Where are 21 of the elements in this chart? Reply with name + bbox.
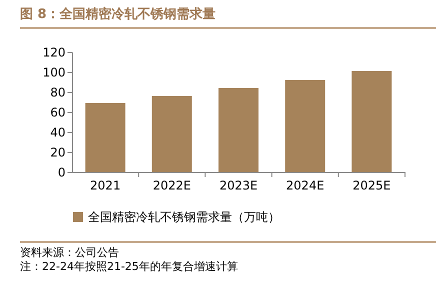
y-tick-label: 0 bbox=[58, 166, 66, 180]
y-tick-label: 120 bbox=[42, 46, 66, 60]
x-tick-label: 2025E bbox=[352, 178, 391, 192]
y-tick-label: 60 bbox=[50, 106, 66, 120]
text: 资料来源：公司公告 bbox=[20, 246, 119, 259]
y-tick-label: 40 bbox=[50, 126, 66, 140]
chart-title: 图 8：全国精密冷轧不锈钢需求量 bbox=[20, 6, 216, 22]
bar bbox=[85, 103, 126, 172]
x-tick-label: 2021 bbox=[90, 178, 121, 192]
bar bbox=[352, 71, 392, 172]
y-tick-label: 20 bbox=[50, 146, 66, 160]
x-tick-label: 2024E bbox=[286, 178, 324, 192]
text: 注：22-24年按照21-25年的年复合增速计算 bbox=[20, 260, 238, 273]
y-tick-label: 100 bbox=[42, 66, 66, 80]
x-tick-label: 2022E bbox=[152, 178, 191, 192]
legend-label: 全国精密冷轧不锈钢需求量（万吨） bbox=[88, 210, 280, 224]
y-tick-label: 80 bbox=[50, 86, 66, 100]
bar bbox=[285, 80, 326, 172]
bar bbox=[152, 96, 192, 172]
bar bbox=[218, 88, 258, 172]
x-tick-label: 2023E bbox=[219, 178, 258, 192]
